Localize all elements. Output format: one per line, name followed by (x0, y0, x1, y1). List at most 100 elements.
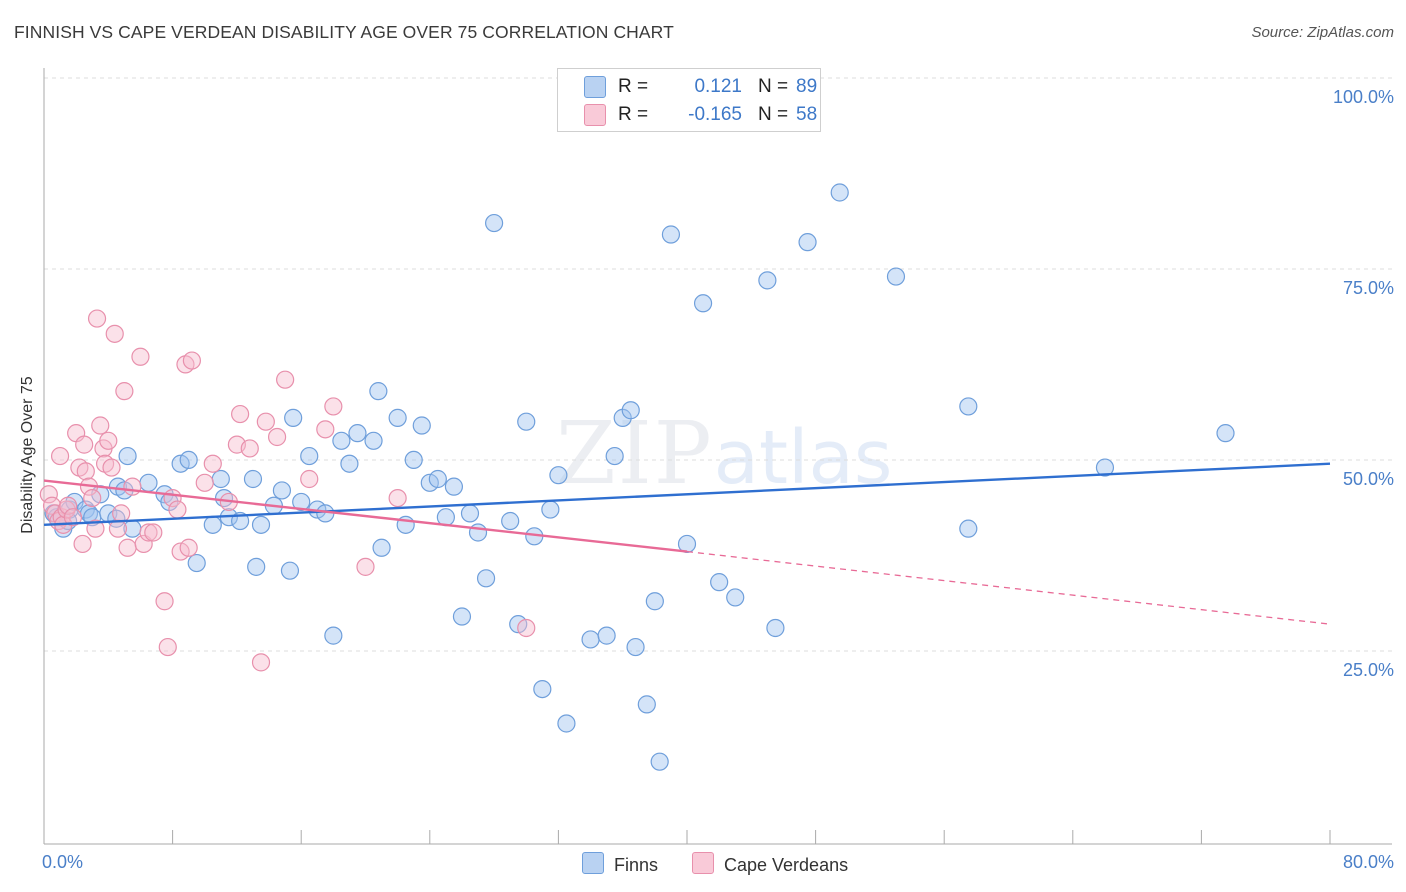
y-tick-label: 25.0% (1342, 660, 1394, 680)
watermark-zip: ZIP (556, 404, 714, 504)
finns-point (959, 519, 978, 538)
cape-verdeans-point (123, 477, 142, 496)
finns-point (203, 515, 222, 534)
finns-point (292, 492, 311, 512)
finns-point (452, 607, 472, 626)
finns-point (830, 183, 849, 202)
finns-point (621, 401, 640, 420)
cape-verdeans-point (75, 435, 94, 454)
finns-point (369, 382, 388, 401)
finns-point (1216, 424, 1235, 443)
cape-verdeans-point (63, 508, 83, 527)
finns-point (280, 561, 300, 580)
y-tick-label: 50.0% (1342, 469, 1394, 489)
finns-point (517, 412, 536, 431)
finns-point (187, 553, 206, 573)
finns-point (501, 511, 520, 531)
finns-point (340, 454, 359, 473)
finns-point (485, 213, 504, 233)
finns-point (541, 500, 560, 519)
finns-point (726, 588, 745, 607)
cape-verdeans-point (203, 454, 222, 473)
finns-point (179, 450, 198, 469)
cape-verdeans-point (195, 473, 214, 492)
finns-trend-line (43, 462, 1331, 527)
cape-verdeans-point (99, 431, 118, 450)
cape-verdeans-point (86, 519, 105, 538)
cape-verdeans-legend-swatch (692, 852, 714, 874)
finns-point (693, 294, 713, 313)
finns-point (1095, 458, 1115, 477)
cape-verdeans-point (251, 653, 271, 672)
cape-verdeans-point (87, 309, 107, 328)
finns-point (412, 416, 431, 435)
finns-point (444, 477, 464, 496)
cape-verdeans-point (144, 523, 163, 542)
cape-verdeans-point (50, 446, 70, 466)
cape-verdeans-point (240, 439, 259, 458)
finns-point (637, 695, 656, 714)
finns-point (677, 534, 697, 554)
cape-verdeans-point (131, 347, 150, 366)
finns-point (251, 515, 271, 534)
cape-verdeans-legend-label: Cape Verdeans (724, 855, 849, 875)
finns-point (710, 573, 729, 592)
correlation-legend: R = 0.121 N = 89 R = -0.165 N = 58 (557, 68, 821, 132)
finns-point (364, 431, 383, 450)
cape-verdeans-point (112, 504, 131, 523)
chart-title: FINNISH VS CAPE VERDEAN DISABILITY AGE O… (14, 22, 674, 42)
legend-item-finns: Finns (582, 852, 658, 876)
cape-verdeans-point (155, 592, 174, 611)
legend-item-cape-verdeans: Cape Verdeans (692, 852, 848, 876)
cape-verdeans-point (182, 351, 201, 370)
cape-verdeans-point (83, 489, 102, 508)
cape-verdeans-point (316, 420, 335, 439)
finns-point (372, 538, 391, 557)
cape-verdeans-point (388, 489, 407, 508)
cape-verdeans-point (256, 412, 275, 431)
cape-verdeans-point (102, 458, 121, 477)
cape-verdeans-point (179, 538, 198, 557)
cape-verdeans-point (276, 370, 295, 389)
cape-verdeans-point (267, 427, 287, 447)
finns-point (476, 569, 496, 588)
finns-point (557, 714, 576, 733)
finns-point (597, 626, 616, 645)
r-value: -0.165 (688, 104, 742, 125)
finns-point (533, 679, 552, 699)
finns-point (243, 469, 263, 489)
n-label: N = (758, 104, 789, 125)
finns-point (758, 271, 777, 290)
finns-point (468, 523, 488, 542)
x-tick-label: 80.0% (1342, 852, 1394, 872)
r-label: R = (618, 76, 649, 97)
finns-point (428, 469, 447, 489)
finns-point (247, 557, 266, 576)
cape-verdeans-point (39, 485, 58, 504)
y-tick-label: 100.0% (1332, 87, 1394, 107)
y-tick-label: 75.0% (1342, 278, 1394, 298)
finns-point (626, 637, 645, 657)
cape-verdeans-point (168, 500, 187, 519)
finns-point (581, 630, 600, 649)
x-tick-label: 0.0% (42, 852, 84, 872)
finns-point (605, 446, 624, 466)
cape-verdeans-point (59, 496, 78, 515)
finns-point (284, 408, 303, 427)
r-value: 0.121 (694, 76, 742, 97)
cape-verdeans-point (324, 397, 343, 416)
finns-point (460, 504, 480, 523)
cape-verdeans-trend-extension (686, 550, 1331, 625)
cape-verdeans-point (118, 538, 137, 557)
finns-point (211, 469, 230, 489)
finns-point (959, 397, 978, 416)
cape-verdeans-point (158, 637, 177, 657)
finns-point (388, 408, 407, 427)
finns-point (645, 592, 664, 611)
finns-point (348, 424, 367, 443)
finns-point (661, 225, 681, 244)
finns-point (650, 752, 669, 771)
cape-verdeans-swatch (584, 104, 606, 126)
watermark: ZIPatlas (556, 404, 892, 504)
